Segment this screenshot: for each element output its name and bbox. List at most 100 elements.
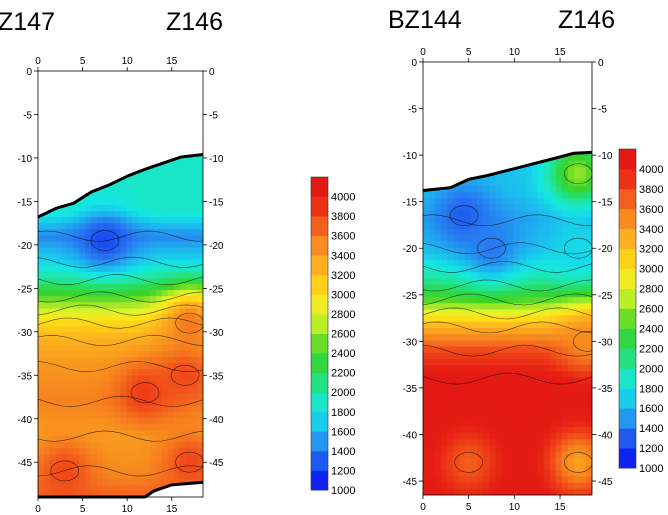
x-tick-bottom: 0 <box>420 502 426 513</box>
colorbar-swatch <box>619 149 636 170</box>
colorbar-swatch <box>311 216 328 237</box>
y-tick-left: 0 <box>411 58 417 69</box>
y-tick-right: -25 <box>598 291 613 302</box>
colorbar-swatch <box>619 448 636 469</box>
colorbar-label: 4000 <box>639 164 663 176</box>
y-tick-right: -35 <box>209 371 224 382</box>
colorbar-label: 3600 <box>331 231 355 243</box>
well-label-left: BZ144 <box>388 6 462 34</box>
colorbar-label: 2400 <box>639 323 663 335</box>
colorbar-swatch <box>619 408 636 429</box>
y-tick-left: -30 <box>403 337 418 348</box>
colorbar-label: 2000 <box>639 363 663 375</box>
well-label-right: Z146 <box>558 6 615 34</box>
colorbar-swatch <box>311 177 328 197</box>
y-tick-left: -25 <box>18 284 33 295</box>
colorbar-label: 2000 <box>331 387 355 399</box>
colorbar-label: 1000 <box>331 485 355 497</box>
colorbar-label: 3600 <box>639 204 663 216</box>
y-tick-left: -30 <box>18 328 33 339</box>
colorbar-swatch <box>311 470 328 491</box>
colorbar-swatch <box>311 450 328 471</box>
y-tick-left: -40 <box>403 430 418 441</box>
colorbar: 1000 1200 1400 1600 1800 2000 2200 2400 2600 2800… <box>618 148 663 475</box>
y-tick-left: -20 <box>403 244 418 255</box>
top-surface-line <box>37 152 204 219</box>
x-tick-bottom: 15 <box>166 504 178 515</box>
y-tick-right: -5 <box>598 105 607 116</box>
y-tick-left: -15 <box>403 198 418 209</box>
y-tick-left: -15 <box>18 197 33 208</box>
colorbar-label: 1600 <box>639 403 663 415</box>
colorbar-swatch <box>619 168 636 190</box>
colorbar-label: 2800 <box>331 309 355 321</box>
colorbar-label: 1000 <box>639 463 663 475</box>
top-surface-line <box>422 150 593 192</box>
y-tick-left: -25 <box>403 291 418 302</box>
y-tick-left: -20 <box>18 241 33 252</box>
colorbar-label: 3800 <box>639 184 663 196</box>
colorbar-label: 3400 <box>331 250 355 262</box>
colorbar-label: 2600 <box>639 304 663 316</box>
colorbar-label: 3400 <box>639 224 663 236</box>
x-tick-top: 0 <box>420 47 426 58</box>
x-tick-top: 5 <box>466 47 472 58</box>
x-tick-bottom: 0 <box>35 504 41 515</box>
y-tick-right: -5 <box>209 110 218 121</box>
x-tick-top: 10 <box>509 47 521 58</box>
y-tick-right: -15 <box>209 197 224 208</box>
colorbar-swatch <box>619 348 636 369</box>
colorbar-label: 4000 <box>331 192 355 204</box>
colorbar-swatch <box>619 428 636 449</box>
velocity-field <box>423 152 592 495</box>
x-tick-top: 10 <box>122 56 134 67</box>
y-tick-left: -45 <box>18 458 33 469</box>
colorbar-swatch <box>619 268 636 289</box>
colorbar-label: 3800 <box>331 211 355 223</box>
colorbar-swatch <box>619 208 636 230</box>
colorbar-label: 1800 <box>639 383 663 395</box>
x-tick-bottom: 15 <box>554 502 566 513</box>
colorbar-swatch <box>311 235 328 256</box>
colorbar-swatch <box>619 388 636 409</box>
colorbar-swatch <box>619 228 636 250</box>
colorbar-label: 2800 <box>639 284 663 296</box>
y-tick-right: -10 <box>598 151 613 162</box>
colorbar-swatch <box>311 353 328 374</box>
y-tick-right: -40 <box>598 430 613 441</box>
colorbar-swatch <box>619 328 636 349</box>
well-label-left: Z147 <box>0 8 55 36</box>
x-tick-top: 15 <box>554 47 566 58</box>
y-tick-left: -10 <box>18 154 33 165</box>
y-tick-left: -45 <box>403 477 418 488</box>
colorbar-label: 3000 <box>639 264 663 276</box>
colorbar-label: 1800 <box>331 407 355 419</box>
colorbar-swatch <box>619 188 636 210</box>
y-tick-left: 0 <box>26 67 32 78</box>
y-tick-left: -35 <box>18 371 33 382</box>
y-tick-left: -40 <box>18 415 33 426</box>
velocity-field <box>38 154 203 497</box>
colorbar-label: 3200 <box>639 244 663 256</box>
colorbar-swatch <box>311 274 328 295</box>
y-tick-right: -30 <box>598 337 613 348</box>
colorbar-swatch <box>311 333 328 354</box>
colorbar-label: 3000 <box>331 289 355 301</box>
y-tick-left: -10 <box>403 151 418 162</box>
y-tick-right: -45 <box>209 458 224 469</box>
y-tick-right: -30 <box>209 328 224 339</box>
colorbar-swatch <box>311 411 328 432</box>
y-tick-right: -25 <box>209 284 224 295</box>
x-tick-top: 0 <box>35 56 41 67</box>
y-tick-right: -45 <box>598 477 613 488</box>
y-tick-right: -40 <box>209 415 224 426</box>
colorbar-swatch <box>619 308 636 329</box>
well-label-right: Z146 <box>166 8 223 36</box>
colorbar-label: 1600 <box>331 426 355 438</box>
colorbar-label: 1400 <box>331 446 355 458</box>
colorbar-label: 1400 <box>639 423 663 435</box>
y-tick-right: 0 <box>209 67 215 78</box>
y-tick-left: -5 <box>408 105 417 116</box>
